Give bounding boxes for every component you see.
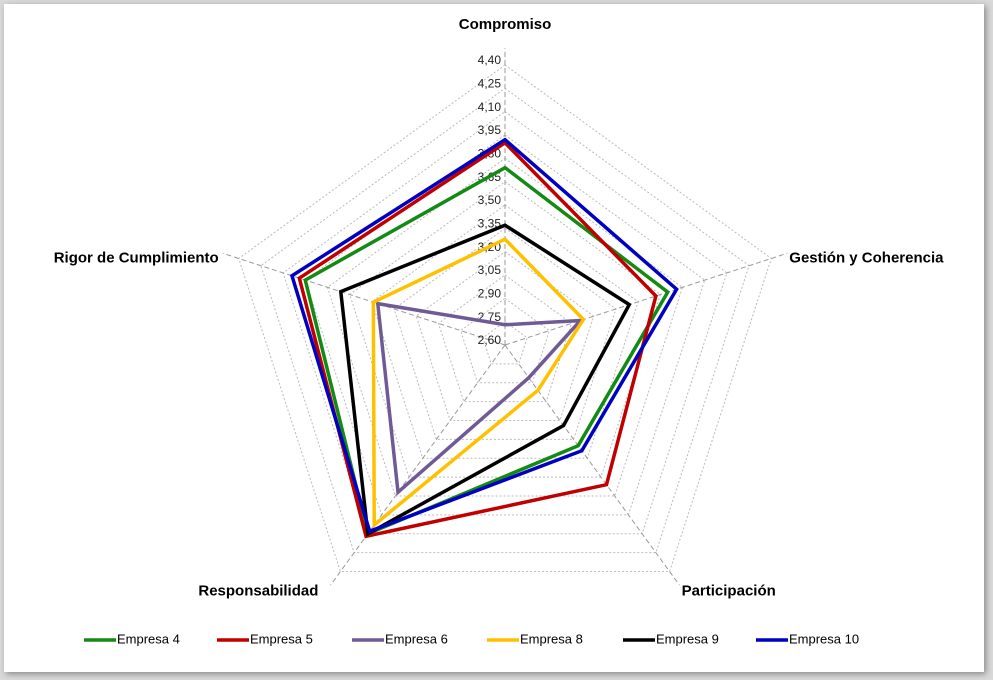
grid-ring — [260, 87, 750, 554]
axis-spoke — [330, 344, 506, 586]
series-line — [375, 301, 585, 496]
grid-ring — [326, 157, 684, 497]
axis-spoke — [504, 252, 788, 346]
series-line — [338, 223, 632, 537]
legend-label: Empresa 5 — [250, 631, 313, 646]
chart-frame: 2,60 2,75 2,90 3,05 3,20 3,35 3,50 3,65 3,80 3,95… — [4, 4, 984, 672]
chart: 2,602,752,903,053,203,353,503,653,803,95… — [54, 16, 944, 646]
grid-ring — [415, 251, 595, 422]
r-tick-label: 3,35 — [478, 217, 502, 231]
series-line — [371, 237, 586, 529]
axis-label: Rigor de Cumplimiento — [54, 249, 219, 266]
r-tick-label: 3,95 — [478, 123, 502, 137]
series-line — [289, 137, 679, 534]
r-tick-label: 3,05 — [478, 263, 502, 277]
grid-ring — [460, 297, 550, 384]
grid-ring — [371, 204, 639, 459]
legend-label: Empresa 6 — [385, 631, 448, 646]
grid-ring — [437, 274, 573, 403]
legend-label: Empresa 10 — [789, 631, 859, 646]
r-tick-label: 4,25 — [478, 77, 502, 91]
r-tick-label: 4,40 — [478, 53, 502, 67]
axis-label: Gestión y Coherencia — [789, 249, 944, 266]
r-tick-label: 4,10 — [478, 100, 502, 114]
grid-ring — [282, 111, 728, 535]
axis-spoke — [504, 344, 680, 586]
legend-label: Empresa 9 — [656, 631, 719, 646]
grid-ring — [304, 134, 706, 516]
axis-spoke — [222, 252, 506, 346]
axis-label: Participación — [682, 582, 776, 599]
r-tick-label: 2,60 — [478, 333, 502, 347]
legend-label: Empresa 4 — [117, 631, 180, 646]
legend-label: Empresa 8 — [520, 631, 583, 646]
axis-label: Compromiso — [459, 16, 552, 33]
series-line — [303, 165, 671, 537]
series-line — [297, 140, 658, 539]
axis-label: Responsabilidad — [198, 582, 318, 599]
r-tick-label: 2,90 — [478, 287, 502, 301]
grid-ring — [482, 321, 528, 365]
r-tick-label: 3,50 — [478, 193, 502, 207]
